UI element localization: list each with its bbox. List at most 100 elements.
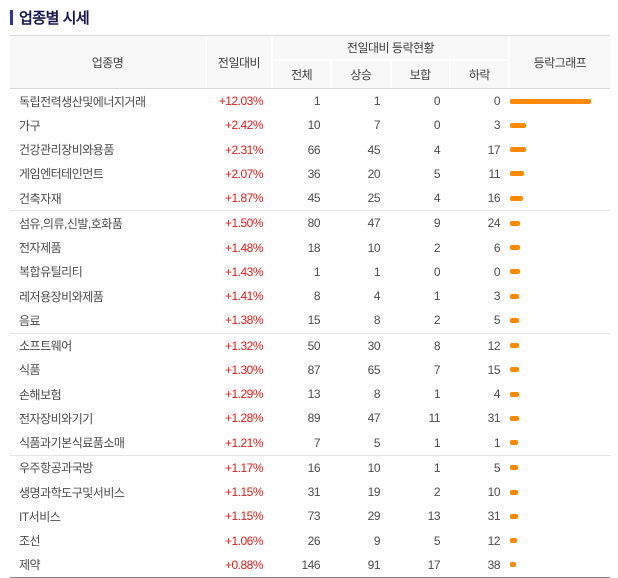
col-header-graph: 등락그래프: [508, 36, 610, 88]
count-down: 12: [487, 338, 501, 353]
change-percent: +1.06%: [224, 533, 264, 548]
change-bar-cell: [508, 122, 610, 128]
change-percent: +1.41%: [224, 289, 264, 304]
count-total: 66: [307, 142, 321, 157]
change-bar: [510, 195, 523, 201]
industry-name-link[interactable]: 레저용장비와제품: [19, 289, 104, 304]
industry-name-link[interactable]: 식품과기본식료품소매: [19, 436, 125, 451]
row-group-1: 독립전력생산및에너지거래 +12.03% 1 1 0 0 가구 +2.42% 1…: [10, 89, 610, 210]
count-total: 87: [307, 362, 321, 377]
count-up: 1: [373, 264, 381, 279]
count-down: 17: [487, 142, 501, 157]
change-percent: +1.48%: [224, 240, 264, 255]
industry-name-link[interactable]: IT서비스: [19, 509, 61, 524]
change-bar-cell: [508, 98, 610, 104]
table-row: 건축자재 +1.87% 45 25 4 16: [10, 186, 610, 210]
count-total: 1: [313, 94, 321, 109]
table-row: 조선 +1.06% 26 9 5 12: [10, 529, 610, 553]
count-down: 24: [487, 216, 501, 231]
industry-name-link[interactable]: 제약: [19, 558, 41, 573]
count-up: 8: [373, 387, 381, 402]
industry-name-link[interactable]: 독립전력생산및에너지거래: [19, 94, 146, 109]
count-up: 29: [367, 509, 381, 524]
industry-name-link[interactable]: 손해보험: [19, 387, 62, 402]
table-row: 식품 +1.30% 87 65 7 15: [10, 358, 610, 382]
col-header-flat: 보합: [389, 61, 449, 88]
col-header-status-group-wrap: 전일대비 등락현황 전체 상승 보합 하락: [271, 36, 508, 88]
industry-name-link[interactable]: 건강관리장비와용품: [19, 143, 114, 158]
industry-name-link[interactable]: 전자장비와기기: [19, 411, 93, 426]
industry-name-link[interactable]: 가구: [19, 118, 41, 133]
change-percent: +1.32%: [224, 338, 264, 353]
change-bar: [510, 147, 526, 153]
industry-name-link[interactable]: 조선: [19, 534, 41, 549]
count-down: 16: [487, 191, 501, 206]
table-row: 소프트웨어 +1.32% 50 30 8 12: [10, 334, 610, 358]
count-total: 18: [307, 240, 321, 255]
count-down: 4: [493, 387, 501, 402]
count-down: 1: [493, 435, 501, 450]
industry-name-link[interactable]: 음료: [19, 313, 41, 328]
industry-name-link[interactable]: 복합유틸리티: [19, 265, 83, 280]
count-flat: 9: [433, 216, 441, 231]
count-up: 19: [367, 485, 381, 500]
count-total: 13: [307, 387, 321, 402]
industry-name-link[interactable]: 섬유,의류,신발,호화품: [19, 216, 123, 231]
count-flat: 17: [427, 557, 441, 572]
table-row: 건강관리장비와용품 +2.31% 66 45 4 17: [10, 138, 610, 162]
count-up: 65: [367, 362, 381, 377]
count-up: 4: [373, 289, 381, 304]
change-bar: [510, 317, 520, 323]
table-row: 레저용장비와제품 +1.41% 8 4 1 3: [10, 284, 610, 308]
count-down: 38: [487, 557, 501, 572]
table-row: 생명과학도구및서비스 +1.15% 31 19 2 10: [10, 480, 610, 504]
change-bar: [510, 122, 527, 128]
count-up: 9: [373, 533, 381, 548]
count-down: 31: [487, 411, 501, 426]
industry-name-link[interactable]: 게임엔터테인먼트: [19, 167, 104, 182]
table-row: 음료 +1.38% 15 8 2 5: [10, 308, 610, 332]
change-percent: +1.43%: [224, 264, 264, 279]
count-up: 25: [367, 191, 381, 206]
change-bar: [510, 538, 518, 544]
industry-name-link[interactable]: 건축자재: [19, 191, 62, 206]
count-up: 10: [367, 460, 381, 475]
count-flat: 0: [433, 118, 441, 133]
industry-name-link[interactable]: 소프트웨어: [19, 339, 72, 354]
change-bar-cell: [508, 440, 610, 446]
row-group-2: 섬유,의류,신발,호화품 +1.50% 80 47 9 24 전자제품 +1.4…: [10, 210, 610, 332]
count-up: 30: [367, 338, 381, 353]
change-bar: [510, 245, 520, 251]
industry-name-link[interactable]: 생명과학도구및서비스: [19, 485, 125, 500]
change-percent: +1.21%: [224, 435, 264, 450]
industry-name-link[interactable]: 우주항공과국방: [19, 461, 93, 476]
count-up: 91: [367, 557, 381, 572]
count-down: 5: [493, 313, 501, 328]
change-bar: [510, 391, 519, 397]
change-bar-cell: [508, 269, 610, 275]
count-down: 0: [493, 94, 501, 109]
change-bar: [510, 220, 521, 226]
count-flat: 8: [433, 338, 441, 353]
industry-name-link[interactable]: 전자제품: [19, 241, 62, 256]
table-row: 복합유틸리티 +1.43% 1 1 0 0: [10, 260, 610, 284]
change-percent: +0.88%: [224, 557, 264, 572]
change-bar-cell: [508, 367, 610, 373]
col-header-total: 전체: [273, 61, 331, 88]
count-down: 31: [487, 509, 501, 524]
count-down: 11: [488, 166, 501, 181]
row-group-4: 우주항공과국방 +1.17% 16 10 1 5 생명과학도구및서비스 +1.1…: [10, 454, 610, 577]
change-bar: [510, 440, 519, 446]
change-bar-cell: [508, 489, 610, 495]
change-bar-cell: [508, 391, 610, 397]
count-flat: 1: [433, 289, 441, 304]
count-flat: 5: [433, 166, 441, 181]
change-percent: +1.38%: [224, 313, 264, 328]
change-bar: [510, 293, 520, 299]
change-bar-cell: [508, 415, 610, 421]
change-bar-cell: [508, 562, 610, 568]
count-total: 45: [307, 191, 321, 206]
change-bar: [510, 415, 519, 421]
count-total: 31: [307, 485, 321, 500]
industry-name-link[interactable]: 식품: [19, 363, 41, 378]
